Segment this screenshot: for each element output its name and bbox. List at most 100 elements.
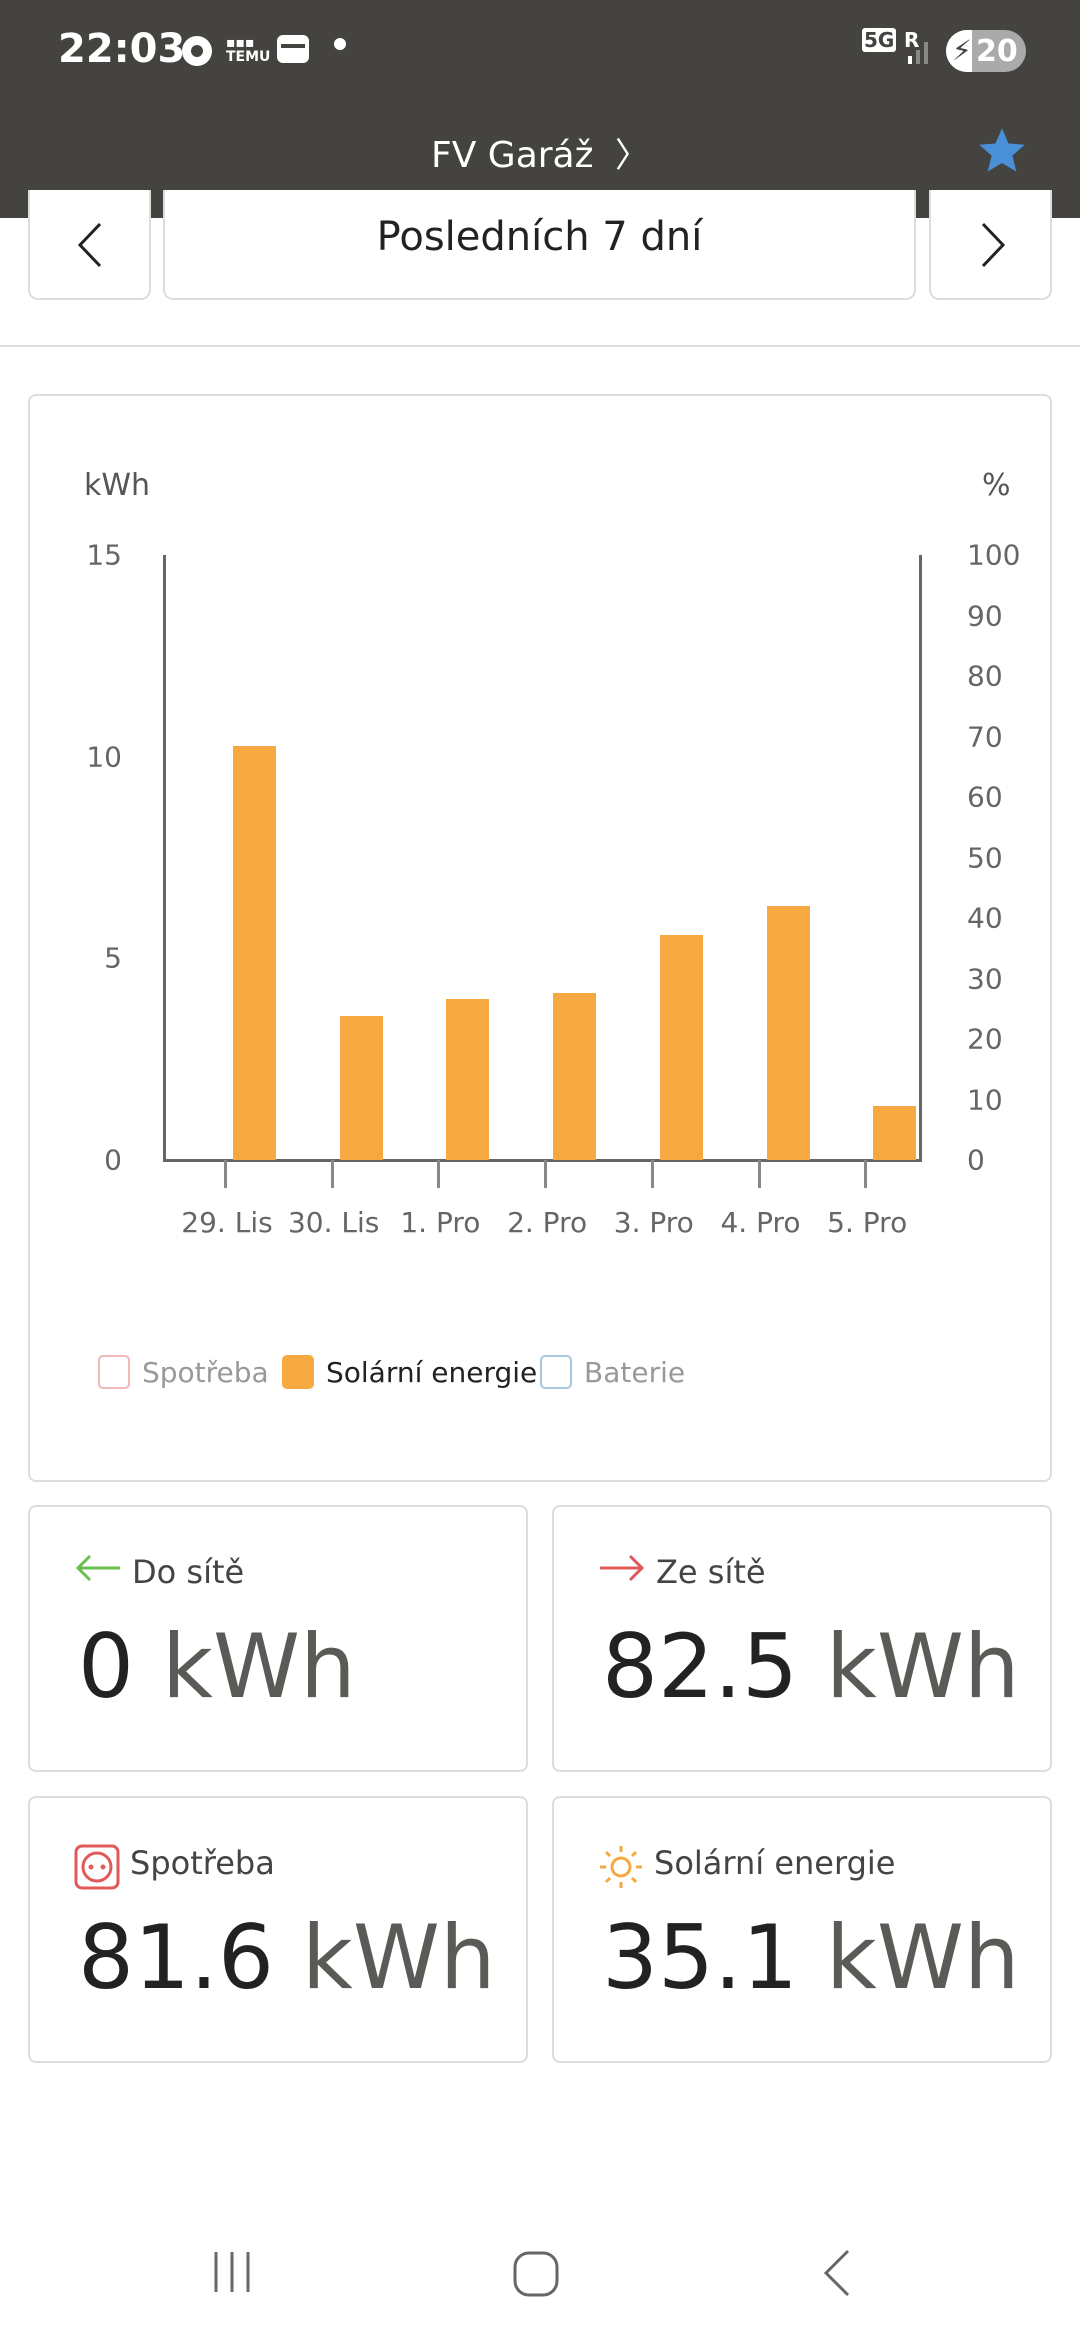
previous-period-button[interactable] [28, 190, 151, 300]
temu-icon: ▪▪▪ TEMU [226, 35, 271, 65]
y2-tick-label: 90 [967, 599, 1003, 632]
stat-card-1[interactable]: Ze sítě 82.5 kWh [552, 1505, 1052, 1772]
x-tick [437, 1160, 441, 1188]
stat-value: 35.1 kWh [602, 1906, 1020, 2009]
status-bar: 22:03 ▪▪▪ TEMU 5G R ⚡ 20 [0, 0, 1080, 110]
navigation-bar [0, 2220, 1080, 2340]
stat-value: 82.5 kWh [602, 1615, 1020, 1718]
y2-tick-label: 20 [967, 1022, 1003, 1056]
legend-swatch [540, 1355, 572, 1389]
socket-icon [74, 1844, 120, 1894]
y-tick-label: 5 [104, 941, 122, 975]
stat-unit: kWh [825, 1615, 1020, 1718]
stat-label: Solární energie [654, 1844, 896, 1882]
x-tick-label: 29. Lis [181, 1206, 273, 1239]
y-tick-label: 10 [86, 740, 122, 774]
y2-tick-label: 40 [967, 901, 1003, 935]
stat-card-2[interactable]: Spotřeba 81.6 kWh [28, 1796, 528, 2063]
y2-axis-line [919, 555, 922, 1162]
x-tick-label: 4. Pro [720, 1206, 801, 1239]
wallet-icon [277, 35, 309, 63]
legend-item[interactable]: Spotřeba [98, 1352, 269, 1392]
stat-number: 0 [78, 1615, 134, 1718]
stat-card-3[interactable]: Solární energie 35.1 kWh [552, 1796, 1052, 2063]
roaming-indicator: R [904, 28, 920, 52]
x-tick [544, 1160, 548, 1188]
network-type: 5G [862, 28, 897, 52]
period-selector[interactable]: Posledních 7 dní [163, 190, 916, 300]
x-axis-line [163, 1159, 922, 1162]
legend-swatch [282, 1355, 314, 1389]
bar-4-pro[interactable] [766, 906, 810, 1160]
y2-tick-label: 70 [967, 720, 1003, 753]
stat-number: 82.5 [602, 1615, 798, 1718]
legend-label: Solární energie [326, 1355, 538, 1389]
legend-item[interactable]: Baterie [540, 1352, 685, 1392]
x-tick-label: 1. Pro [400, 1206, 481, 1239]
y2-tick-label: 0 [967, 1143, 985, 1177]
notification-dot [334, 38, 346, 50]
x-tick-label: 30. Lis [287, 1206, 380, 1239]
bar-1-pro[interactable] [446, 999, 490, 1160]
chart-card [28, 394, 1052, 1482]
sun-icon [598, 1844, 644, 1894]
bar-5-pro[interactable] [873, 1106, 917, 1160]
stat-unit: kWh [161, 1615, 356, 1718]
y2-axis-label: % [982, 468, 1011, 503]
bar-29-lis[interactable] [233, 745, 276, 1160]
stat-label: Spotřeba [130, 1844, 275, 1882]
bar-2-pro[interactable] [553, 993, 597, 1160]
energy-chart: kWh % 0 5 10 15 0 10 20 30 40 50 60 70 80 90 100 29. Li… [84, 468, 1021, 1239]
y-axis-line [163, 555, 166, 1162]
y2-tick-label: 50 [967, 841, 1003, 874]
stat-unit: kWh [825, 1906, 1020, 2009]
favorite-star-icon[interactable] [976, 124, 1028, 176]
y2-tick-label: 60 [967, 780, 1003, 814]
next-period-button[interactable] [929, 190, 1052, 300]
y-axis-label: kWh [84, 468, 151, 503]
chevron-left-icon [77, 222, 102, 268]
legend-item[interactable]: Solární energie [282, 1352, 537, 1392]
x-tick-label: 3. Pro [613, 1206, 694, 1239]
y2-tick-label: 100 [967, 538, 1021, 572]
x-tick [757, 1160, 761, 1188]
stat-value: 0 kWh [78, 1615, 356, 1718]
recent-apps-icon[interactable] [210, 2250, 254, 2294]
y2-tick-label: 80 [967, 659, 1003, 693]
legend-swatch [98, 1355, 130, 1389]
stat-label: Do sítě [132, 1553, 245, 1591]
chevron-right-icon: 〉 [614, 136, 649, 176]
legend-label: Baterie [584, 1355, 686, 1389]
chrome-icon [182, 36, 212, 66]
site-title-button[interactable]: FV Garáž 〉 [0, 128, 1080, 177]
x-tick-label: 5. Pro [827, 1206, 908, 1239]
stat-label: Ze sítě [656, 1553, 766, 1591]
x-tick-label: 2. Pro [507, 1206, 588, 1239]
y2-tick-label: 10 [967, 1083, 1003, 1116]
charging-icon: ⚡ [952, 34, 972, 67]
chart-legend: Spotřeba Solární energie Baterie [0, 1352, 1080, 1392]
legend-label: Spotřeba [142, 1355, 269, 1389]
divider [0, 345, 1080, 347]
stat-value: 81.6 kWh [78, 1906, 496, 2009]
y-tick-label: 15 [86, 538, 122, 572]
stat-number: 35.1 [602, 1906, 798, 2009]
arrow-left-icon [74, 1553, 122, 1587]
site-title: FV Garáž [431, 135, 594, 176]
x-tick [224, 1160, 227, 1188]
chevron-right-icon [981, 222, 1006, 268]
y-tick-label: 0 [104, 1143, 122, 1177]
bar-30-lis[interactable] [339, 1016, 383, 1160]
battery-indicator: ⚡ 20 [946, 30, 1026, 72]
x-tick [864, 1160, 868, 1188]
clock: 22:03 [58, 26, 186, 72]
stat-unit: kWh [301, 1906, 496, 2009]
x-tick [650, 1160, 654, 1188]
back-icon[interactable] [822, 2248, 852, 2298]
period-label: Posledních 7 dní [376, 214, 703, 260]
stat-card-0[interactable]: Do sítě 0 kWh [28, 1505, 528, 1772]
bar-3-pro[interactable] [659, 934, 703, 1160]
stat-number: 81.6 [78, 1906, 274, 2009]
arrow-right-icon [598, 1553, 646, 1587]
home-icon[interactable] [512, 2250, 560, 2298]
